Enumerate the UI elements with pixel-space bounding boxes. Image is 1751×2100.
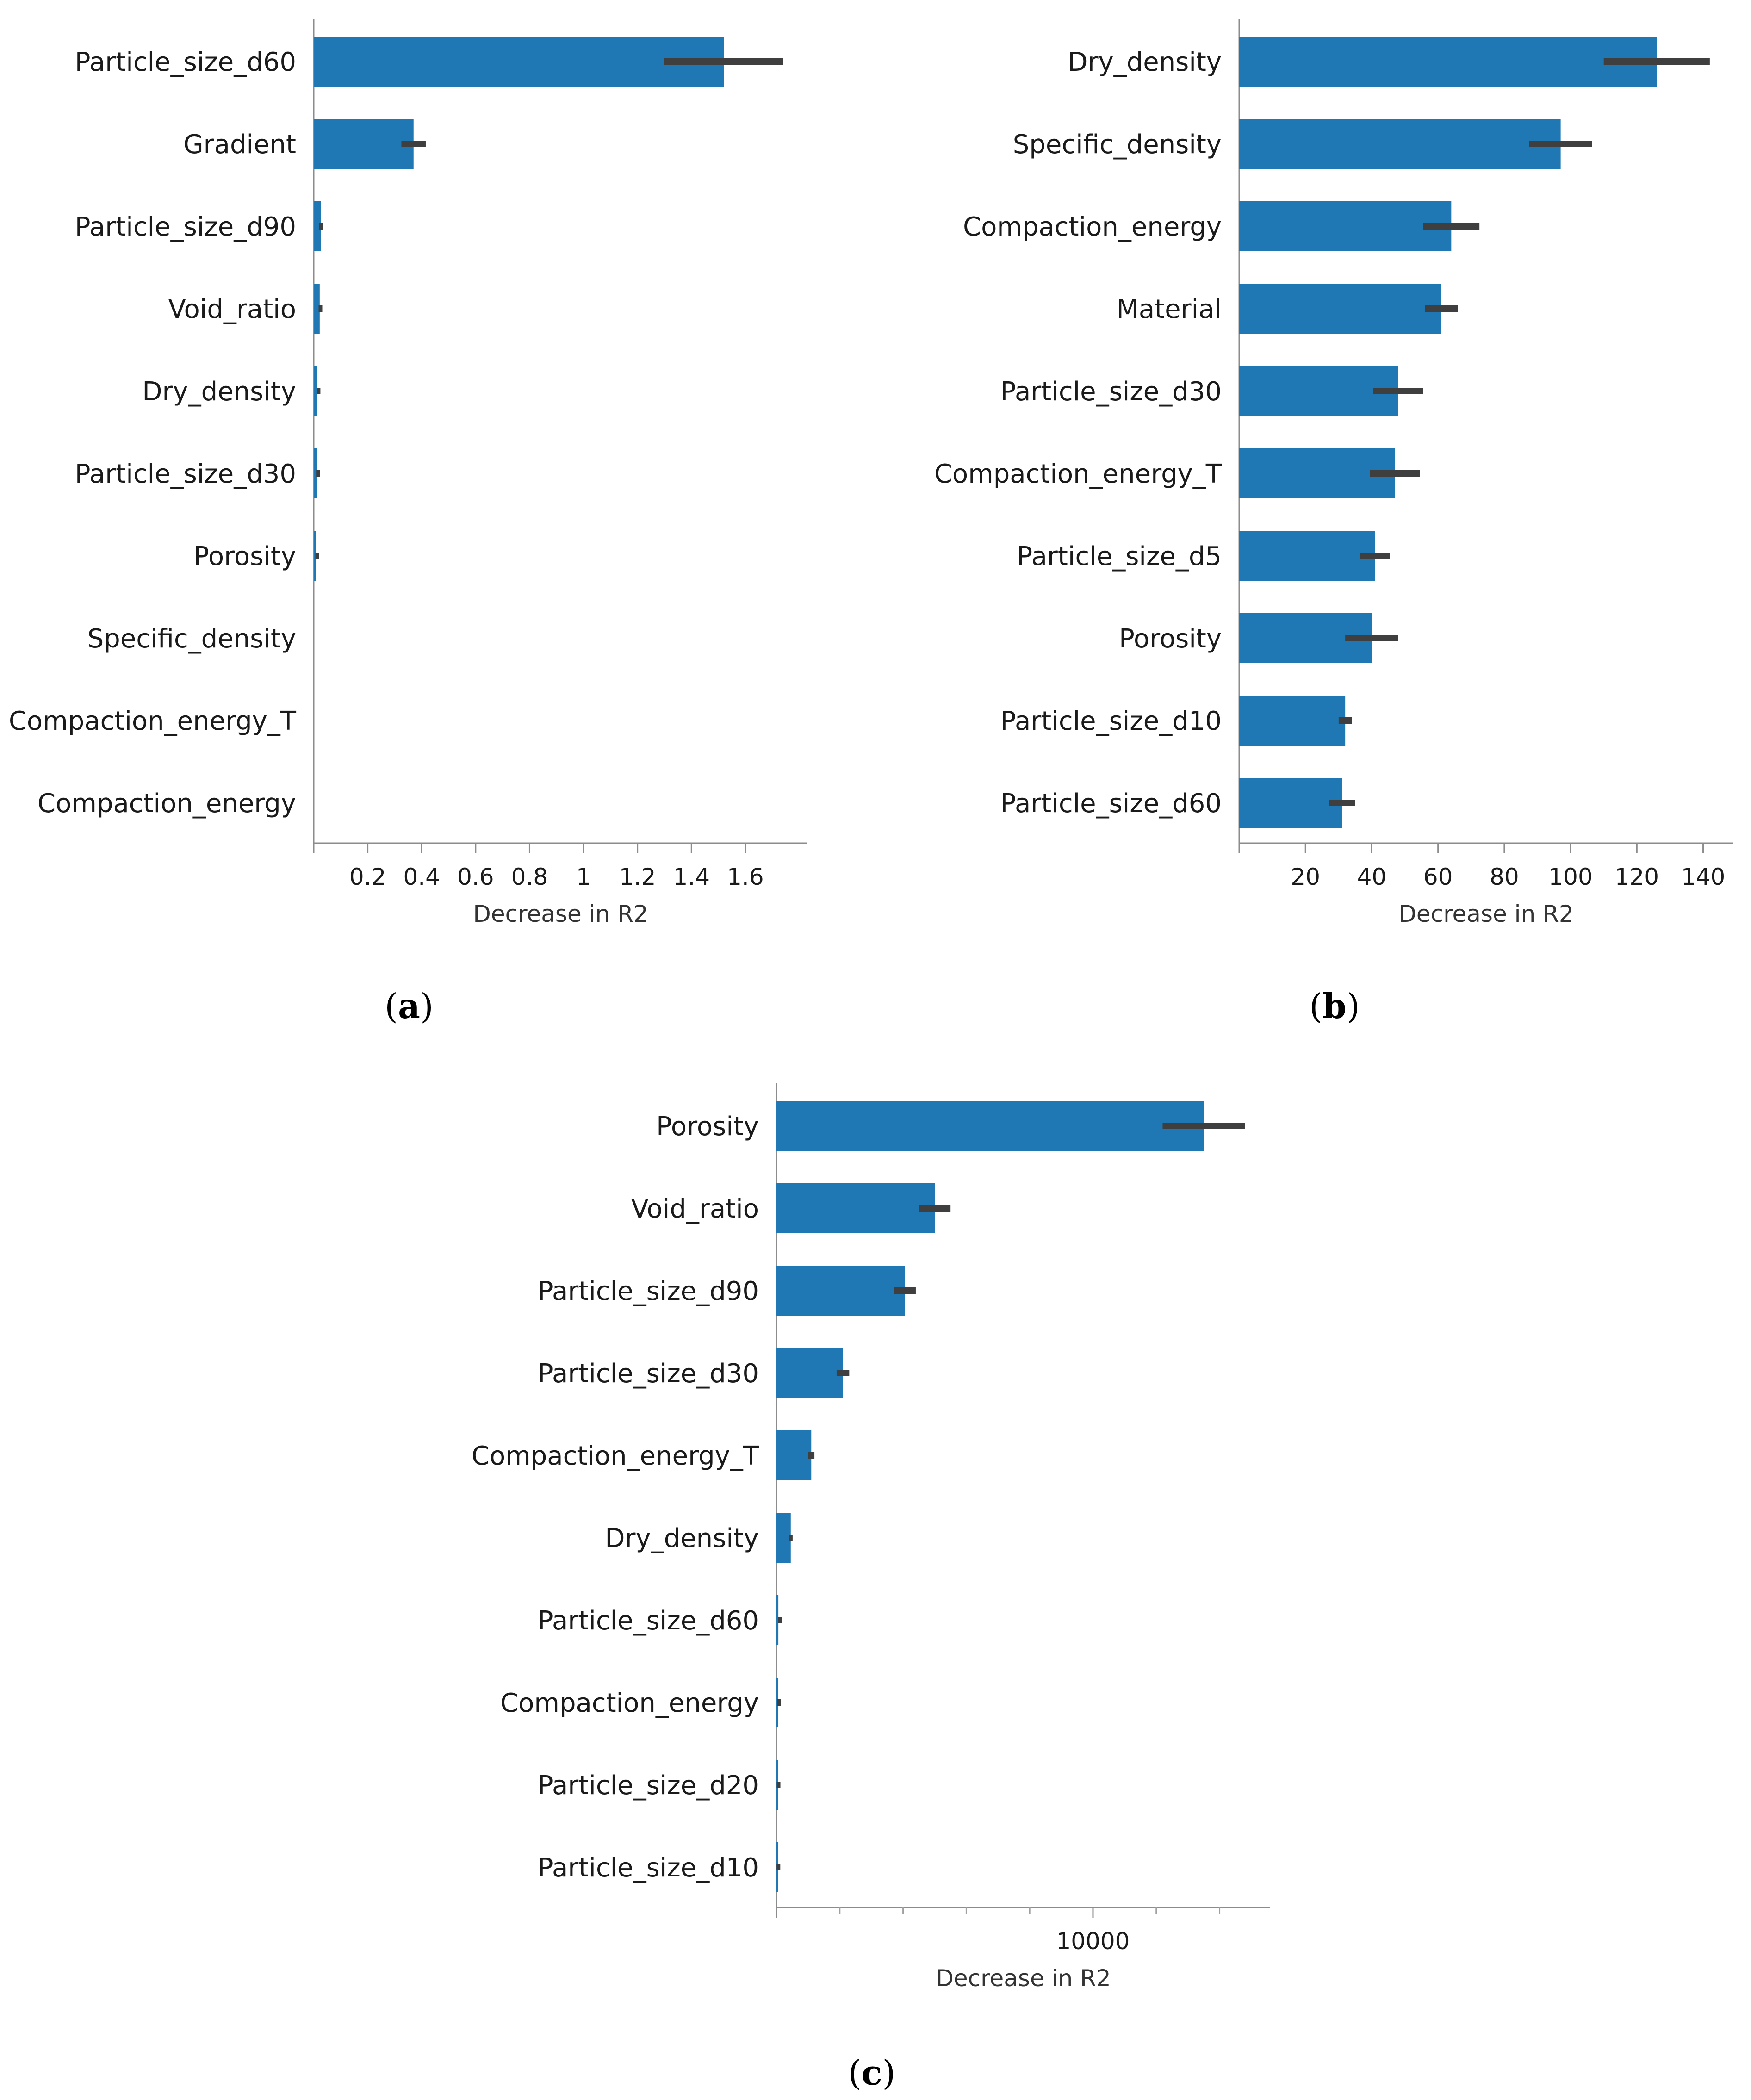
x-tick-label: 0.6 xyxy=(457,864,494,890)
bar xyxy=(776,1430,812,1480)
category-label: Specific_density xyxy=(1013,130,1222,160)
bar xyxy=(1239,366,1398,416)
category-label: Compaction_energy_T xyxy=(9,706,297,736)
bar xyxy=(1239,119,1561,169)
bar xyxy=(314,37,724,87)
x-tick-label: 40 xyxy=(1357,864,1387,890)
x-tick-label: 1.6 xyxy=(727,864,764,890)
x-axis-title: Decrease in R2 xyxy=(1398,901,1573,927)
chart-panel-c: Porosity Void_ratio Particle_size_d90 Parti… xyxy=(472,1083,1270,1992)
bar xyxy=(314,119,414,169)
x-axis-title: Decrease in R2 xyxy=(473,901,648,927)
category-label: Material xyxy=(1117,294,1222,324)
bar xyxy=(776,1595,779,1645)
panel-caption-b: (b) xyxy=(1309,987,1360,1026)
category-label: Porosity xyxy=(656,1112,759,1142)
chart-panel-a: Particle_size_d60 Gradient Particle_size_d… xyxy=(9,19,807,927)
category-label: Particle_size_d60 xyxy=(538,1606,759,1636)
bar xyxy=(776,1101,1204,1151)
category-label: Void_ratio xyxy=(631,1194,759,1224)
bar xyxy=(314,366,317,416)
bar xyxy=(1239,201,1452,251)
x-tick-label: 100 xyxy=(1548,864,1592,890)
bar xyxy=(1239,37,1657,87)
bar xyxy=(776,1348,843,1398)
category-label: Dry_density xyxy=(142,377,296,407)
category-label: Compaction_energy xyxy=(963,212,1222,242)
bar xyxy=(1239,696,1346,746)
category-label: Particle_size_d5 xyxy=(1017,541,1222,572)
x-tick-label: 80 xyxy=(1490,864,1519,890)
bar xyxy=(1239,284,1441,334)
category-label: Particle_size_d60 xyxy=(75,47,296,77)
x-tick-label: 0.4 xyxy=(403,864,440,890)
category-label: Particle_size_d90 xyxy=(538,1276,759,1306)
category-label: Porosity xyxy=(1119,624,1222,654)
category-label: Dry_density xyxy=(1068,47,1222,77)
category-label: Particle_size_d90 xyxy=(75,212,296,242)
category-label: Compaction_energy_T xyxy=(472,1441,759,1471)
bar xyxy=(776,1266,905,1316)
x-tick-label: 140 xyxy=(1681,864,1725,890)
category-label: Particle_size_d10 xyxy=(1000,706,1222,736)
x-tick-label: 1 xyxy=(576,864,591,890)
x-tick-label: 10000 xyxy=(1056,1928,1130,1955)
bar xyxy=(1239,448,1395,498)
bar xyxy=(314,448,317,498)
panel-caption-c: (c) xyxy=(848,2053,896,2093)
category-label: Particle_size_d60 xyxy=(1000,789,1222,819)
bar xyxy=(1239,778,1342,828)
category-label: Compaction_energy_T xyxy=(934,459,1222,489)
category-label: Dry_density xyxy=(605,1523,759,1553)
bar xyxy=(314,201,321,251)
bar xyxy=(1239,531,1375,581)
category-label: Gradient xyxy=(183,130,296,160)
category-label: Particle_size_d20 xyxy=(538,1771,759,1801)
category-label: Void_ratio xyxy=(168,294,296,324)
x-axis-title: Decrease in R2 xyxy=(936,1965,1111,1992)
category-label: Particle_size_d30 xyxy=(75,459,296,489)
x-tick-label: 1.4 xyxy=(673,864,710,890)
bar xyxy=(776,1513,791,1563)
category-label: Specific_density xyxy=(87,624,296,654)
panel-caption-a: (a) xyxy=(385,987,434,1026)
x-tick-label: 0.2 xyxy=(349,864,386,890)
x-tick-label: 1.2 xyxy=(619,864,656,890)
category-label: Porosity xyxy=(193,541,296,572)
bar xyxy=(314,531,316,581)
x-tick-label: 60 xyxy=(1423,864,1453,890)
category-label: Compaction_energy xyxy=(500,1688,759,1718)
bar xyxy=(776,1183,935,1233)
category-label: Particle_size_d30 xyxy=(538,1359,759,1389)
chart-panel-b: Dry_density Specific_density Compaction_en… xyxy=(934,19,1733,927)
bar xyxy=(314,284,320,334)
category-label: Particle_size_d10 xyxy=(538,1853,759,1883)
category-label: Compaction_energy xyxy=(37,789,296,819)
category-label: Particle_size_d30 xyxy=(1000,377,1222,407)
x-tick-label: 0.8 xyxy=(511,864,548,890)
x-tick-label: 120 xyxy=(1615,864,1659,890)
x-tick-label: 20 xyxy=(1291,864,1320,890)
